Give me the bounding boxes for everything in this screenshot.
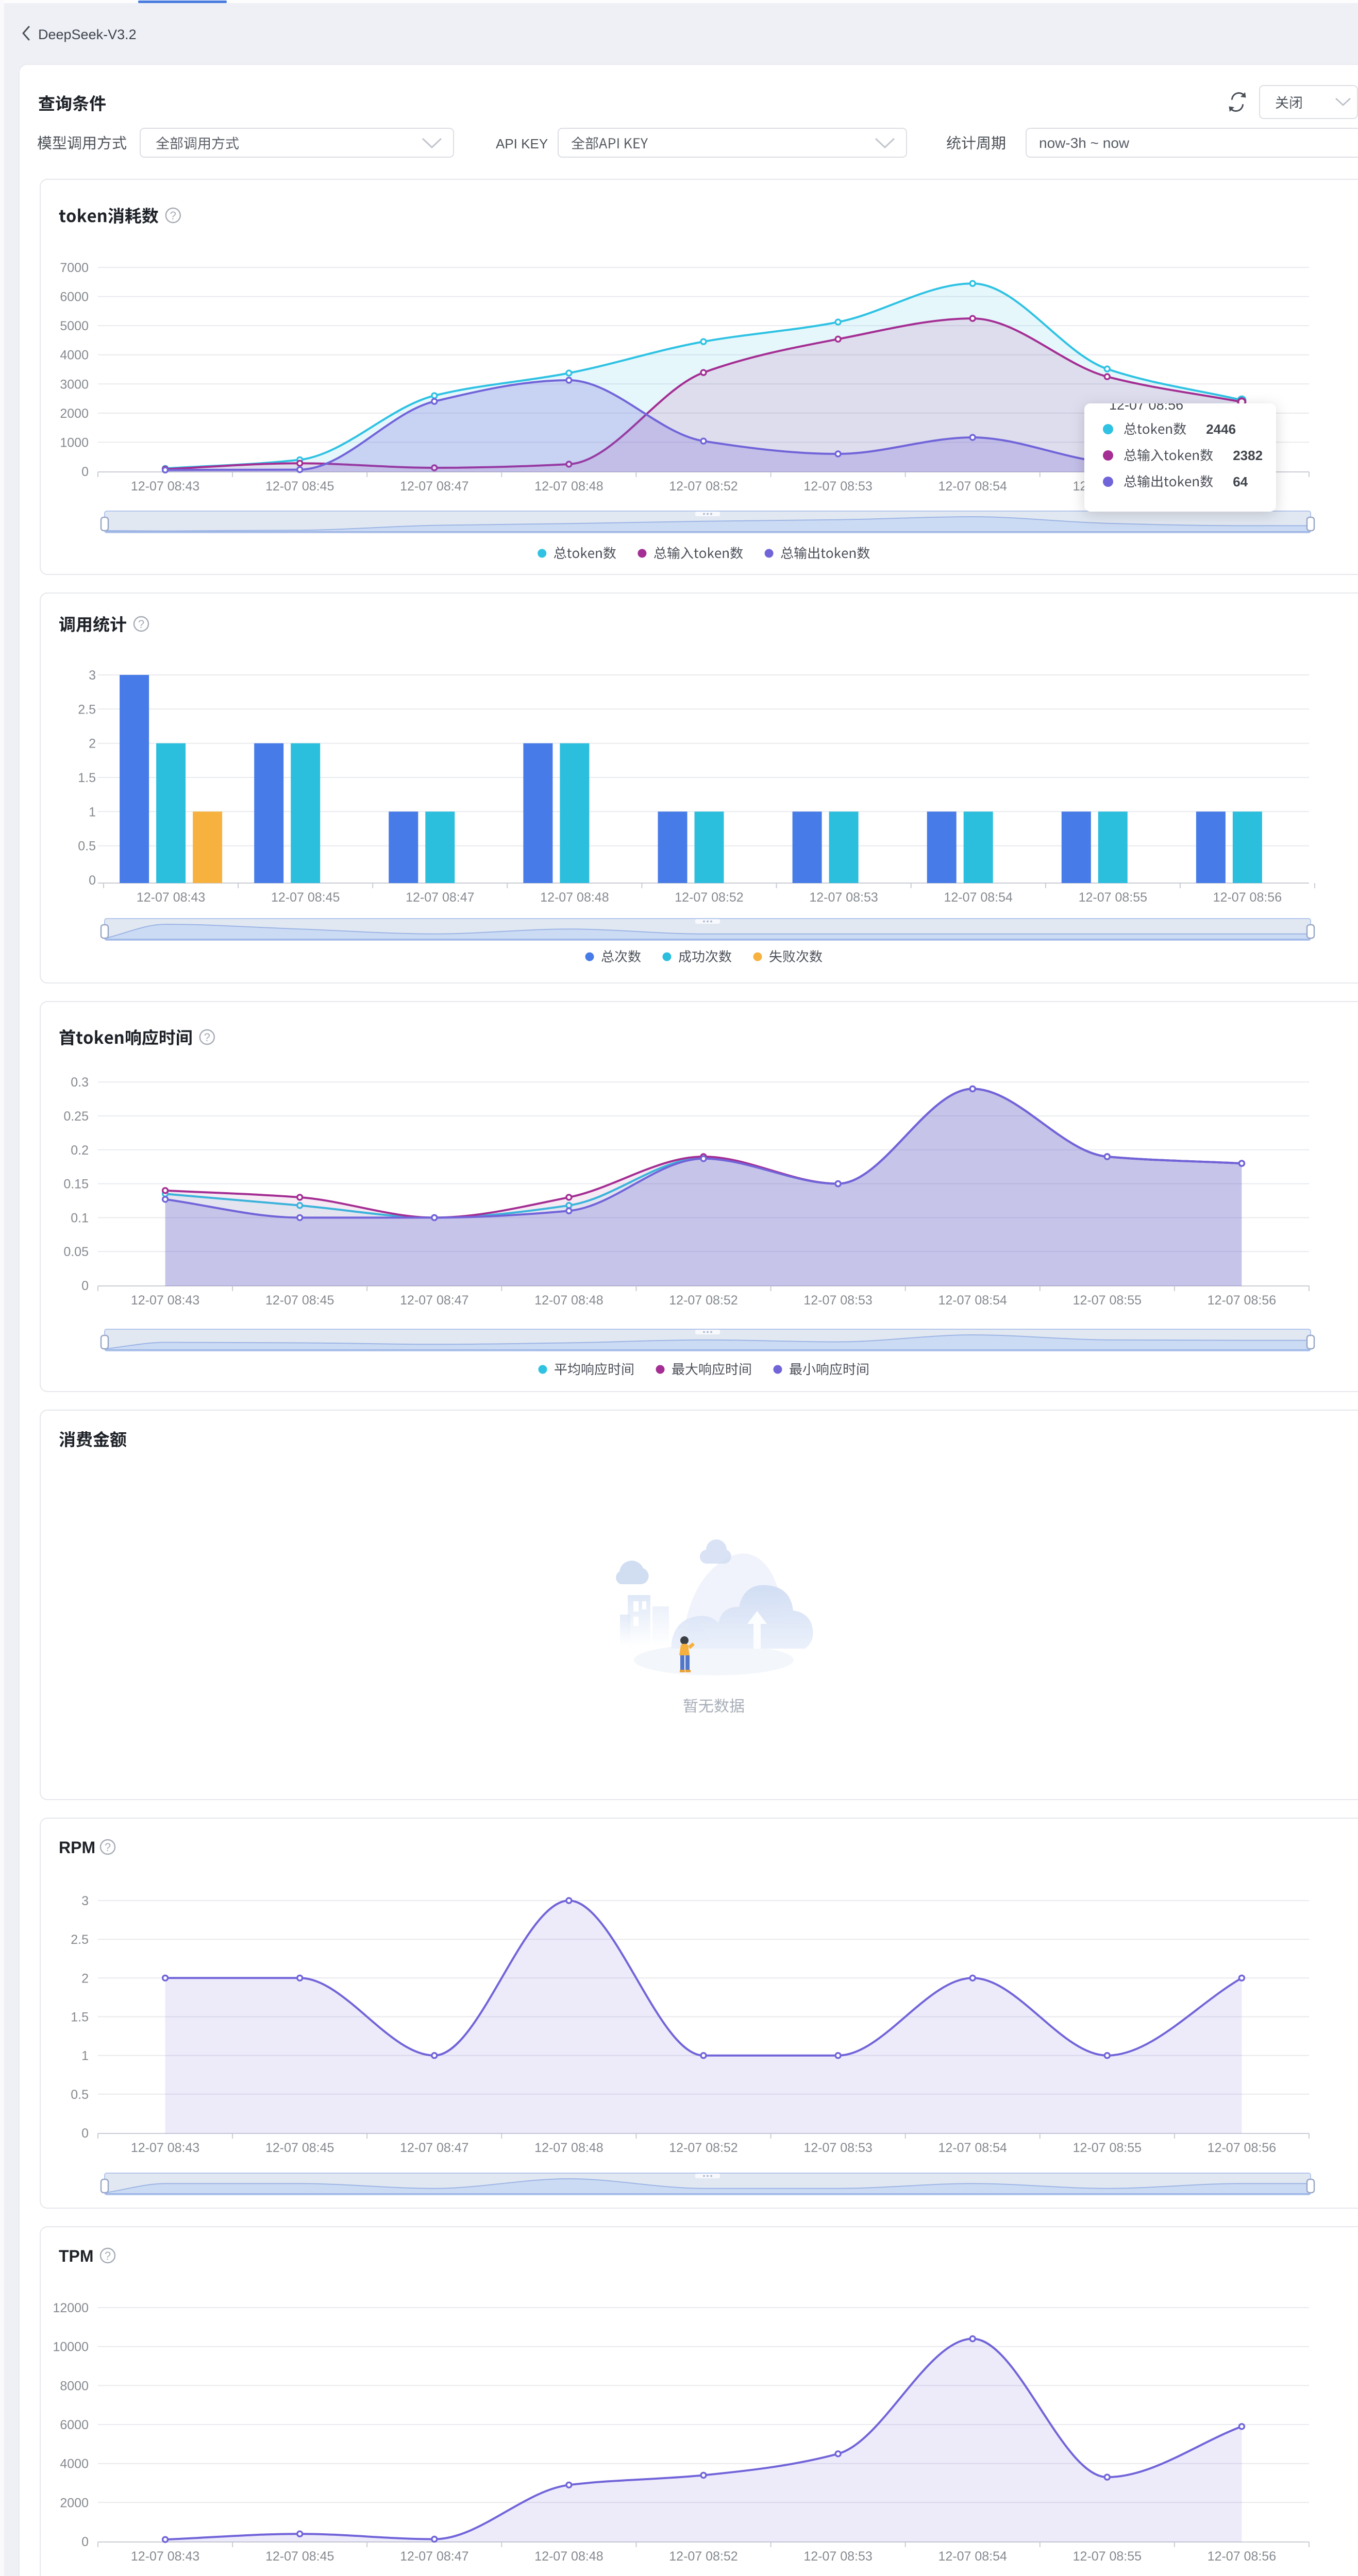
svg-text:12-07 08:54: 12-07 08:54 [938, 1293, 1007, 1308]
svg-text:12-07 08:54: 12-07 08:54 [938, 2141, 1007, 2155]
svg-text:3000: 3000 [60, 377, 89, 392]
svg-text:12-07 08:52: 12-07 08:52 [669, 1293, 737, 1308]
svg-text:12-07 08:47: 12-07 08:47 [406, 890, 474, 905]
svg-text:0.05: 0.05 [63, 1245, 89, 1259]
svg-text:12-07 08:45: 12-07 08:45 [265, 2141, 334, 2155]
svg-text:?: ? [105, 1841, 111, 1854]
svg-text:now-3h ~ now: now-3h ~ now [1039, 135, 1130, 151]
svg-text:12-07 08:56: 12-07 08:56 [1208, 2549, 1276, 2564]
svg-text:0: 0 [81, 1279, 89, 1293]
svg-text:5000: 5000 [60, 319, 89, 333]
svg-text:TPM: TPM [59, 2247, 94, 2265]
svg-text:4000: 4000 [60, 348, 89, 363]
svg-text:12-07 08:55: 12-07 08:55 [1073, 2141, 1142, 2155]
svg-text:1: 1 [89, 805, 96, 819]
svg-text:1.5: 1.5 [71, 2010, 89, 2025]
svg-text:RPM: RPM [59, 1838, 95, 1857]
svg-text:?: ? [105, 2249, 111, 2262]
svg-text:0: 0 [81, 2535, 89, 2549]
svg-text:?: ? [138, 618, 144, 631]
svg-text:2: 2 [89, 737, 96, 751]
svg-text:12-07 08:43: 12-07 08:43 [131, 2141, 199, 2155]
svg-text:2.5: 2.5 [78, 702, 96, 717]
svg-text:12-07 08:56: 12-07 08:56 [1109, 397, 1183, 413]
svg-text:1: 1 [81, 2049, 89, 2063]
svg-text:0.1: 0.1 [71, 1211, 89, 1225]
svg-text:0.25: 0.25 [63, 1109, 89, 1124]
svg-text:2000: 2000 [60, 2496, 89, 2510]
svg-text:12-07 08:45: 12-07 08:45 [265, 2549, 334, 2564]
svg-text:12-07 08:48: 12-07 08:48 [534, 2549, 603, 2564]
svg-text:64: 64 [1233, 474, 1248, 489]
svg-text:12-07 08:47: 12-07 08:47 [400, 479, 468, 494]
svg-text:1000: 1000 [60, 435, 89, 450]
svg-text:4000: 4000 [60, 2457, 89, 2471]
svg-text:0.15: 0.15 [63, 1177, 89, 1192]
svg-text:12-07 08:54: 12-07 08:54 [938, 2549, 1007, 2564]
svg-text:7000: 7000 [60, 261, 89, 275]
svg-text:0.2: 0.2 [71, 1143, 89, 1158]
svg-text:0: 0 [81, 465, 89, 479]
svg-text:12-07 08:45: 12-07 08:45 [271, 890, 340, 905]
svg-text:2382: 2382 [1233, 448, 1263, 463]
svg-text:6000: 6000 [60, 290, 89, 304]
svg-text:12-07 08:43: 12-07 08:43 [131, 2549, 199, 2564]
svg-text:12-07 08:45: 12-07 08:45 [265, 1293, 334, 1308]
svg-text:12-07 08:55: 12-07 08:55 [1073, 1293, 1142, 1308]
svg-text:12-07 08:56: 12-07 08:56 [1213, 890, 1282, 905]
svg-text:12-07 08:56: 12-07 08:56 [1208, 2141, 1276, 2155]
svg-text:0: 0 [89, 873, 96, 888]
svg-text:0.5: 0.5 [71, 2088, 89, 2102]
svg-text:12-07 08:52: 12-07 08:52 [675, 890, 743, 905]
svg-text:12-07 08:55: 12-07 08:55 [1073, 2549, 1142, 2564]
svg-text:12-07 08:53: 12-07 08:53 [803, 2141, 872, 2155]
svg-text:10000: 10000 [53, 2340, 89, 2354]
svg-text:12-07 08:48: 12-07 08:48 [534, 2141, 603, 2155]
svg-text:0.3: 0.3 [71, 1075, 89, 1090]
svg-text:0: 0 [81, 2126, 89, 2141]
svg-text:12-07 08:43: 12-07 08:43 [131, 479, 199, 494]
svg-text:12-07 08:43: 12-07 08:43 [131, 1293, 199, 1308]
svg-text:12-07 08:54: 12-07 08:54 [944, 890, 1013, 905]
svg-text:1.5: 1.5 [78, 771, 96, 785]
svg-text:12-07 08:47: 12-07 08:47 [400, 1293, 468, 1308]
svg-text:12-07 08:48: 12-07 08:48 [540, 890, 609, 905]
svg-text:2446: 2446 [1206, 421, 1236, 437]
svg-text:12-07 08:47: 12-07 08:47 [400, 2549, 468, 2564]
svg-text:12-07 08:53: 12-07 08:53 [803, 1293, 872, 1308]
svg-text:12-07 08:52: 12-07 08:52 [669, 2549, 737, 2564]
svg-text:12000: 12000 [53, 2301, 89, 2315]
svg-text:DeepSeek-V3.2: DeepSeek-V3.2 [38, 27, 137, 42]
svg-text:6000: 6000 [60, 2418, 89, 2432]
svg-text:12-07 08:56: 12-07 08:56 [1208, 1293, 1276, 1308]
svg-text:12-07 08:53: 12-07 08:53 [803, 2549, 872, 2564]
svg-text:12-07 08:45: 12-07 08:45 [265, 479, 334, 494]
svg-text:2: 2 [81, 1971, 89, 1986]
svg-text:12-07 08:48: 12-07 08:48 [534, 479, 603, 494]
svg-text:2000: 2000 [60, 406, 89, 421]
svg-text:12-07 08:52: 12-07 08:52 [669, 479, 737, 494]
svg-text:12-07 08:53: 12-07 08:53 [809, 890, 878, 905]
svg-text:?: ? [204, 1031, 210, 1044]
svg-text:12-07 08:43: 12-07 08:43 [137, 890, 205, 905]
svg-text:12-07 08:48: 12-07 08:48 [534, 1293, 603, 1308]
svg-text:3: 3 [81, 1894, 89, 1908]
svg-text:?: ? [170, 209, 176, 222]
svg-text:API KEY: API KEY [496, 136, 548, 151]
svg-text:3: 3 [89, 668, 96, 683]
svg-text:12-07 08:47: 12-07 08:47 [400, 2141, 468, 2155]
svg-text:8000: 8000 [60, 2379, 89, 2393]
svg-text:12-07 08:55: 12-07 08:55 [1079, 890, 1147, 905]
svg-text:12-07 08:52: 12-07 08:52 [669, 2141, 737, 2155]
svg-text:0.5: 0.5 [78, 839, 96, 854]
svg-text:12-07 08:53: 12-07 08:53 [803, 479, 872, 494]
svg-text:2.5: 2.5 [71, 1933, 89, 1947]
svg-text:12-07 08:54: 12-07 08:54 [938, 479, 1007, 494]
